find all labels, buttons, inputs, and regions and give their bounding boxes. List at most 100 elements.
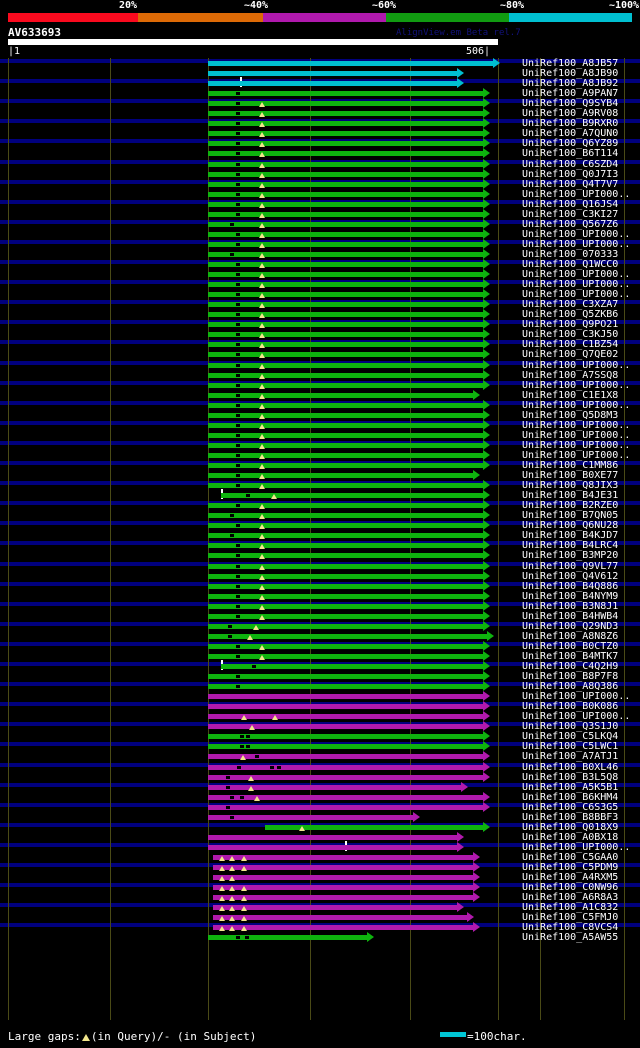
hit-bar[interactable] bbox=[0, 138, 640, 148]
hit-label[interactable]: UniRef100_B4Q886 bbox=[522, 581, 619, 592]
hit-label[interactable]: UniRef100_UPI000.. bbox=[522, 440, 631, 451]
hit-label[interactable]: UniRef100_B8P7F8 bbox=[522, 671, 619, 682]
hit-bar[interactable] bbox=[0, 892, 640, 902]
hit-label[interactable]: UniRef100_Q0J7I3 bbox=[522, 169, 619, 180]
hit-bar[interactable] bbox=[0, 550, 640, 560]
hit-label[interactable]: UniRef100_UPI000.. bbox=[522, 189, 631, 200]
hit-label[interactable]: UniRef100_UPI000.. bbox=[522, 380, 631, 391]
hit-bar[interactable] bbox=[0, 611, 640, 621]
hit-label[interactable]: UniRef100_C6SZD4 bbox=[522, 159, 619, 170]
hit-bar[interactable] bbox=[0, 440, 640, 450]
hit-bar[interactable] bbox=[0, 571, 640, 581]
hit-label[interactable]: UniRef100_A0BX18 bbox=[522, 832, 619, 843]
hit-bar[interactable] bbox=[0, 540, 640, 550]
hit-label[interactable]: UniRef100_UPI000.. bbox=[522, 691, 631, 702]
hit-bar[interactable] bbox=[0, 289, 640, 299]
hit-label[interactable]: UniRef100_Q6NU28 bbox=[522, 520, 619, 531]
hit-label[interactable]: UniRef100_C4Q2H9 bbox=[522, 661, 619, 672]
hit-bar[interactable] bbox=[0, 762, 640, 772]
hit-label[interactable]: UniRef100_B3MP20 bbox=[522, 550, 619, 561]
hit-label[interactable]: UniRef100_B6KHM4 bbox=[522, 792, 619, 803]
hit-label[interactable]: UniRef100_C8VCS4 bbox=[522, 922, 619, 933]
hit-label[interactable]: UniRef100_B9RXR0 bbox=[522, 118, 619, 129]
hit-label[interactable]: UniRef100_B4LRC4 bbox=[522, 540, 619, 551]
hit-bar[interactable] bbox=[0, 741, 640, 751]
hit-bar[interactable] bbox=[0, 470, 640, 480]
hit-label[interactable]: UniRef100_Q018X9 bbox=[522, 822, 619, 833]
hit-bar[interactable] bbox=[0, 902, 640, 912]
hit-bar[interactable] bbox=[0, 651, 640, 661]
hit-bar[interactable] bbox=[0, 380, 640, 390]
hit-bar[interactable] bbox=[0, 782, 640, 792]
hit-bar[interactable] bbox=[0, 661, 640, 671]
hit-label[interactable]: UniRef100_A8JB92 bbox=[522, 78, 619, 89]
hit-bar[interactable] bbox=[0, 621, 640, 631]
hit-label[interactable]: UniRef100_B4NYM9 bbox=[522, 591, 619, 602]
hit-label[interactable]: UniRef100_A5K5B1 bbox=[522, 782, 619, 793]
hit-label[interactable]: UniRef100_B4KJD7 bbox=[522, 530, 619, 541]
hit-label[interactable]: UniRef100_A7QUN0 bbox=[522, 128, 619, 139]
hit-label[interactable]: UniRef100_UPI000.. bbox=[522, 420, 631, 431]
hit-label[interactable]: UniRef100_A7SSQ8 bbox=[522, 370, 619, 381]
hit-label[interactable]: UniRef100_A7ATJ1 bbox=[522, 751, 619, 762]
hit-bar[interactable] bbox=[0, 721, 640, 731]
hit-label[interactable]: UniRef100_B3N8J1 bbox=[522, 601, 619, 612]
hit-label[interactable]: UniRef100_UPI000.. bbox=[522, 360, 631, 371]
hit-bar[interactable] bbox=[0, 450, 640, 460]
hit-bar[interactable] bbox=[0, 852, 640, 862]
hit-bar[interactable] bbox=[0, 400, 640, 410]
hit-bar[interactable] bbox=[0, 390, 640, 400]
hit-bar[interactable] bbox=[0, 641, 640, 651]
hit-bar[interactable] bbox=[0, 319, 640, 329]
hit-bar[interactable] bbox=[0, 671, 640, 681]
hit-bar[interactable] bbox=[0, 772, 640, 782]
hit-label[interactable]: UniRef100_A6R8A3 bbox=[522, 892, 619, 903]
hit-label[interactable]: UniRef100_UPI000.. bbox=[522, 269, 631, 280]
hit-bar[interactable] bbox=[0, 500, 640, 510]
hit-bar[interactable] bbox=[0, 912, 640, 922]
hit-label[interactable]: UniRef100_Q3S1J0 bbox=[522, 721, 619, 732]
hit-label[interactable]: UniRef100_UPI000.. bbox=[522, 711, 631, 722]
hit-label[interactable]: UniRef100_Q5ZKB6 bbox=[522, 309, 619, 320]
hit-bar[interactable] bbox=[0, 802, 640, 812]
hit-label[interactable]: UniRef100_B8BBF3 bbox=[522, 812, 619, 823]
hit-bar[interactable] bbox=[0, 209, 640, 219]
hit-label[interactable]: UniRef100_B0K086 bbox=[522, 701, 619, 712]
hit-label[interactable]: UniRef100_Q9SYB4 bbox=[522, 98, 619, 109]
hit-label[interactable]: UniRef100_A1C832 bbox=[522, 902, 619, 913]
hit-bar[interactable] bbox=[0, 872, 640, 882]
hit-label[interactable]: UniRef100_C1MM86 bbox=[522, 460, 619, 471]
hit-label[interactable]: UniRef100_B3L5Q8 bbox=[522, 772, 619, 783]
hit-label[interactable]: UniRef100_C5LKQ4 bbox=[522, 731, 619, 742]
hit-bar[interactable] bbox=[0, 792, 640, 802]
hit-label[interactable]: UniRef100_C3KI27 bbox=[522, 209, 619, 220]
hit-label[interactable]: UniRef100_UPI000.. bbox=[522, 842, 631, 853]
hit-label[interactable]: UniRef100_Q29ND3 bbox=[522, 621, 619, 632]
hit-label[interactable]: UniRef100_Q4V612 bbox=[522, 571, 619, 582]
hit-bar[interactable] bbox=[0, 239, 640, 249]
hit-label[interactable]: UniRef100_B2RZE0 bbox=[522, 500, 619, 511]
hit-bar[interactable] bbox=[0, 360, 640, 370]
hit-bar[interactable] bbox=[0, 530, 640, 540]
hit-bar[interactable] bbox=[0, 460, 640, 470]
hit-label[interactable]: UniRef100_Q8JIX3 bbox=[522, 480, 619, 491]
hit-label[interactable]: UniRef100_UPI000.. bbox=[522, 289, 631, 300]
hit-bar[interactable] bbox=[0, 822, 640, 832]
hit-bar[interactable] bbox=[0, 309, 640, 319]
hit-label[interactable]: UniRef100_UPI000.. bbox=[522, 239, 631, 250]
hit-label[interactable]: UniRef100_A8JB57 bbox=[522, 58, 619, 69]
hit-label[interactable]: UniRef100_C5PDM9 bbox=[522, 862, 619, 873]
hit-bar[interactable] bbox=[0, 410, 640, 420]
hit-label[interactable]: UniRef100_C5GAA0 bbox=[522, 852, 619, 863]
hit-bar[interactable] bbox=[0, 842, 640, 852]
hit-bar[interactable] bbox=[0, 299, 640, 309]
hit-bar[interactable] bbox=[0, 631, 640, 641]
hit-bar[interactable] bbox=[0, 199, 640, 209]
hit-label[interactable]: UniRef100_UPI000.. bbox=[522, 400, 631, 411]
hit-bar[interactable] bbox=[0, 932, 640, 942]
hit-label[interactable]: UniRef100_Q9PO21 bbox=[522, 319, 619, 330]
hit-label[interactable]: UniRef100_B4JE31 bbox=[522, 490, 619, 501]
hit-bar[interactable] bbox=[0, 601, 640, 611]
hit-bar[interactable] bbox=[0, 339, 640, 349]
hit-bar[interactable] bbox=[0, 591, 640, 601]
